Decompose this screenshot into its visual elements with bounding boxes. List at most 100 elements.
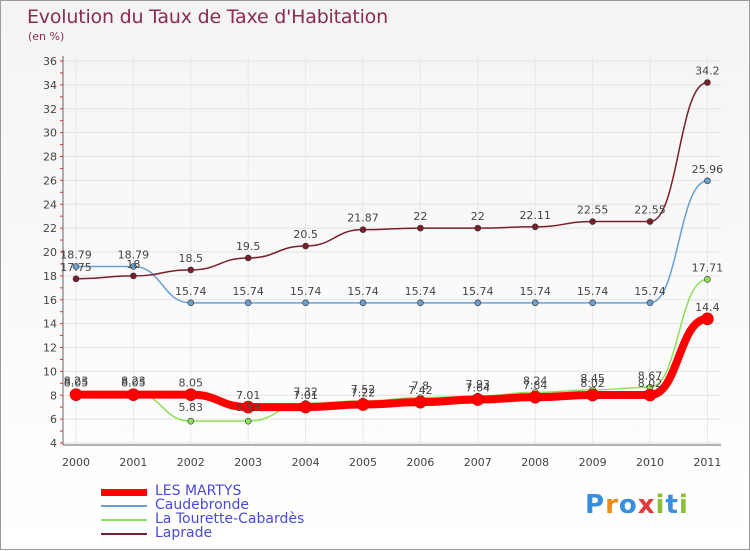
data-point (474, 224, 482, 232)
data-point (531, 299, 539, 307)
data-point (302, 242, 309, 250)
data-point (528, 390, 542, 404)
y-tick-label: 14 (43, 318, 57, 331)
y-tick-label: 36 (43, 55, 57, 68)
data-label: 8.05 (179, 377, 204, 390)
legend-swatch (101, 519, 147, 521)
series-line-2 (75, 278, 709, 422)
legend-label: Laprade (155, 525, 213, 541)
data-point (130, 263, 137, 270)
legend-label: LES MARTYS (155, 483, 242, 499)
data-label: 8.05 (121, 377, 146, 390)
data-label: 17.71 (692, 261, 724, 274)
data-label: 7.52 (351, 383, 376, 396)
x-tick-label: 2005 (349, 456, 377, 469)
data-label: 22 (413, 210, 427, 223)
legend-swatch (101, 505, 147, 507)
legend-label: La Tourette-Cabardès (155, 511, 305, 527)
data-point (704, 276, 711, 283)
y-tick-label: 24 (43, 198, 57, 211)
data-label: 7.8 (412, 380, 430, 393)
y-tick-label: 26 (43, 174, 57, 187)
data-label: 22 (471, 210, 485, 223)
data-point (187, 299, 195, 307)
series-line-0 (72, 314, 712, 412)
y-tick-label: 20 (43, 246, 57, 259)
data-label: 7.01 (236, 389, 261, 402)
y-tick-label: 22 (43, 222, 57, 235)
data-point (643, 388, 657, 402)
data-label: 8.02 (580, 377, 605, 390)
legend-swatch (101, 488, 147, 496)
x-tick-label: 2008 (521, 456, 549, 469)
data-label: 22.11 (519, 209, 551, 222)
data-label: 15.74 (462, 285, 494, 298)
data-point (302, 299, 309, 307)
data-label: 15.74 (634, 285, 666, 298)
data-point (69, 388, 83, 401)
data-label: 15.74 (175, 285, 207, 298)
y-tick-label: 4 (50, 437, 57, 450)
data-point (244, 417, 252, 425)
data-point (589, 218, 596, 225)
data-label: 14.4 (695, 301, 720, 314)
data-label: 18.5 (179, 252, 204, 265)
x-tick-label: 2001 (119, 456, 147, 469)
data-label: 8.67 (638, 369, 663, 382)
data-point (72, 275, 80, 283)
data-point (241, 400, 255, 414)
data-label: 18.79 (118, 248, 150, 261)
y-tick-label: 8 (50, 389, 57, 402)
data-point (356, 398, 370, 411)
legend-swatch (101, 533, 147, 535)
data-point (244, 299, 252, 307)
data-point (127, 388, 140, 401)
data-label: 8.23 (64, 375, 89, 388)
data-label: 21.87 (347, 212, 379, 225)
data-point (414, 395, 427, 409)
data-label: 15.74 (290, 285, 322, 298)
data-label: 7.42 (408, 384, 433, 397)
data-label: 15.74 (405, 285, 437, 298)
data-label: 34.2 (695, 64, 720, 77)
chart-title: Evolution du Taux de Taxe d'Habitation (27, 6, 388, 28)
data-label: 5.83 (236, 401, 261, 414)
y-tick-label: 16 (43, 294, 57, 307)
data-label: 8.23 (121, 375, 146, 388)
y-tick-label: 34 (43, 79, 57, 92)
data-point (471, 393, 485, 406)
data-point (187, 266, 195, 274)
x-tick-label: 2011 (693, 456, 721, 469)
y-tick-label: 18 (43, 270, 57, 283)
data-label: 22.55 (577, 204, 609, 217)
data-point (474, 299, 482, 307)
data-label: 20.5 (293, 228, 318, 241)
proxiti-logo: Proxiti (585, 490, 689, 520)
data-point (646, 299, 654, 307)
data-point (187, 417, 195, 425)
chart-subtitle: (en %) (28, 30, 65, 43)
data-point (359, 299, 367, 307)
legend-label: Caudebronde (155, 497, 250, 513)
data-point (646, 218, 654, 225)
data-label: 8.24 (523, 374, 548, 387)
data-label: 15.74 (232, 285, 264, 298)
x-tick-label: 2003 (234, 456, 262, 469)
y-tick-label: 6 (50, 413, 57, 426)
data-label: 7.93 (466, 378, 491, 391)
data-point (589, 299, 596, 307)
x-tick-label: 2002 (177, 456, 205, 469)
data-point (184, 388, 198, 401)
y-tick-label: 28 (43, 151, 57, 164)
data-label: 17.75 (60, 261, 92, 274)
y-tick-label: 12 (43, 342, 57, 355)
data-point (586, 388, 599, 402)
data-point (130, 272, 137, 280)
x-tick-label: 2000 (62, 456, 90, 469)
data-point (299, 400, 312, 414)
data-label: 15.74 (347, 285, 379, 298)
data-label: 7.64 (466, 382, 491, 395)
data-point (72, 263, 80, 270)
y-tick-label: 10 (43, 365, 57, 378)
